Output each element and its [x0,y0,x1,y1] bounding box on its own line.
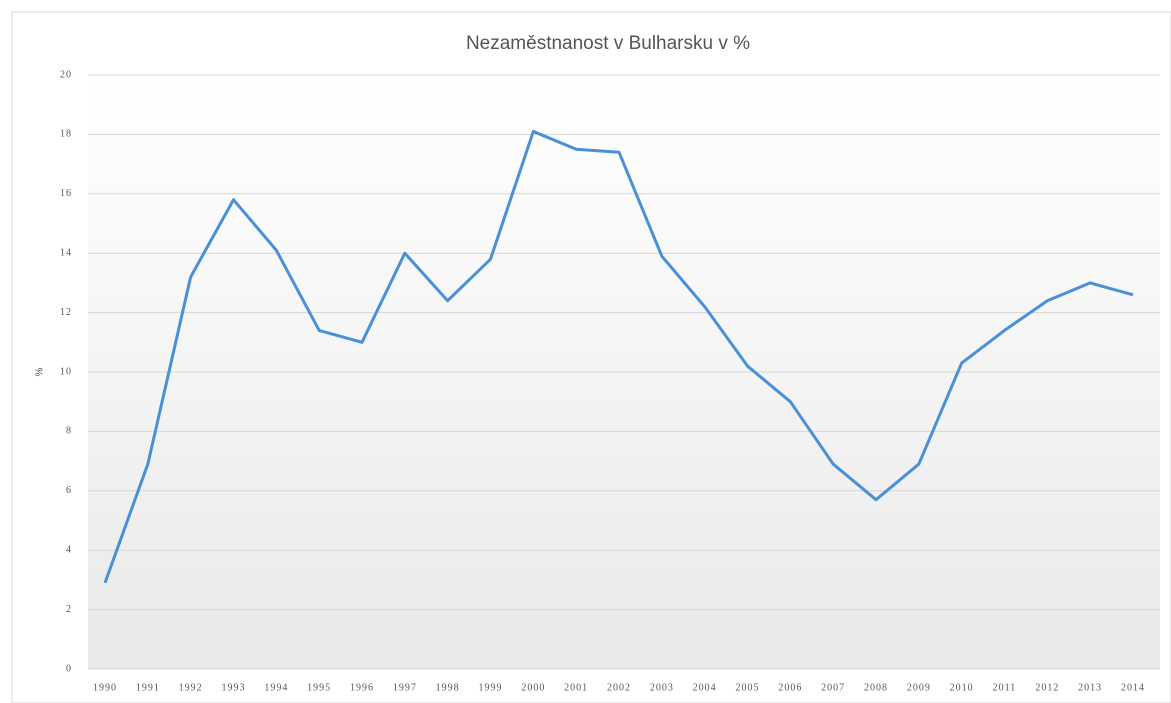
x-tick-label: 2013 [1078,682,1102,693]
x-tick-label: 1990 [93,682,117,693]
x-tick-label: 2002 [607,682,631,693]
chart-title: Nezaměstnanost v Bulharsku v % [466,33,750,54]
x-tick-label: 2010 [950,682,974,693]
y-tick-label: 18 [60,129,72,140]
y-tick-label: 4 [66,544,72,555]
x-tick-label: 2008 [864,682,888,693]
y-tick-label: 14 [60,247,72,258]
x-tick-label: 2003 [650,682,674,693]
y-tick-label: 8 [66,426,72,437]
y-tick-label: 6 [66,485,72,496]
x-tick-label: 2006 [778,682,802,693]
x-tick-label: 1997 [393,682,417,693]
x-tick-label: 2005 [736,682,760,693]
y-tick-label: 0 [66,663,72,674]
y-tick-label: 16 [60,188,72,199]
x-tick-label: 1998 [436,682,460,693]
x-tick-label: 1996 [350,682,374,693]
x-tick-label: 1995 [307,682,331,693]
y-tick-label: 10 [60,366,72,377]
x-tick-label: 2009 [907,682,931,693]
x-tick-label: 1993 [222,682,246,693]
x-tick-label: 2011 [993,682,1017,693]
y-axis-label: % [35,367,46,376]
line-series [103,129,1134,584]
x-tick-label: 1994 [264,682,288,693]
x-tick-label: 2012 [1035,682,1059,693]
x-tick-label: 1999 [479,682,503,693]
x-tick-label: 1992 [179,682,203,693]
x-tick-label: 2014 [1121,682,1145,693]
y-tick-label: 20 [60,69,72,80]
x-tick-label: 2007 [821,682,845,693]
x-tick-label: 2001 [564,682,588,693]
y-tick-label: 2 [66,604,72,615]
y-tick-label: 12 [60,307,72,318]
x-tick-label: 2000 [521,682,545,693]
x-tick-label: 1991 [136,682,160,693]
x-tick-label: 2004 [693,682,717,693]
